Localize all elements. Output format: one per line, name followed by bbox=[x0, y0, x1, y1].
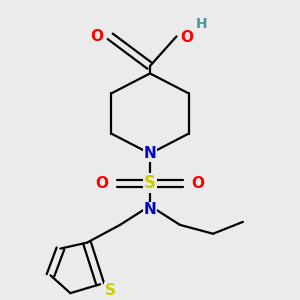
Text: O: O bbox=[180, 30, 193, 45]
Text: H: H bbox=[196, 17, 207, 32]
Text: O: O bbox=[90, 29, 104, 44]
Text: O: O bbox=[95, 176, 108, 191]
Text: S: S bbox=[105, 283, 116, 298]
Text: N: N bbox=[144, 146, 156, 161]
Text: S: S bbox=[144, 174, 156, 192]
Text: O: O bbox=[192, 176, 205, 191]
Text: N: N bbox=[144, 202, 156, 217]
